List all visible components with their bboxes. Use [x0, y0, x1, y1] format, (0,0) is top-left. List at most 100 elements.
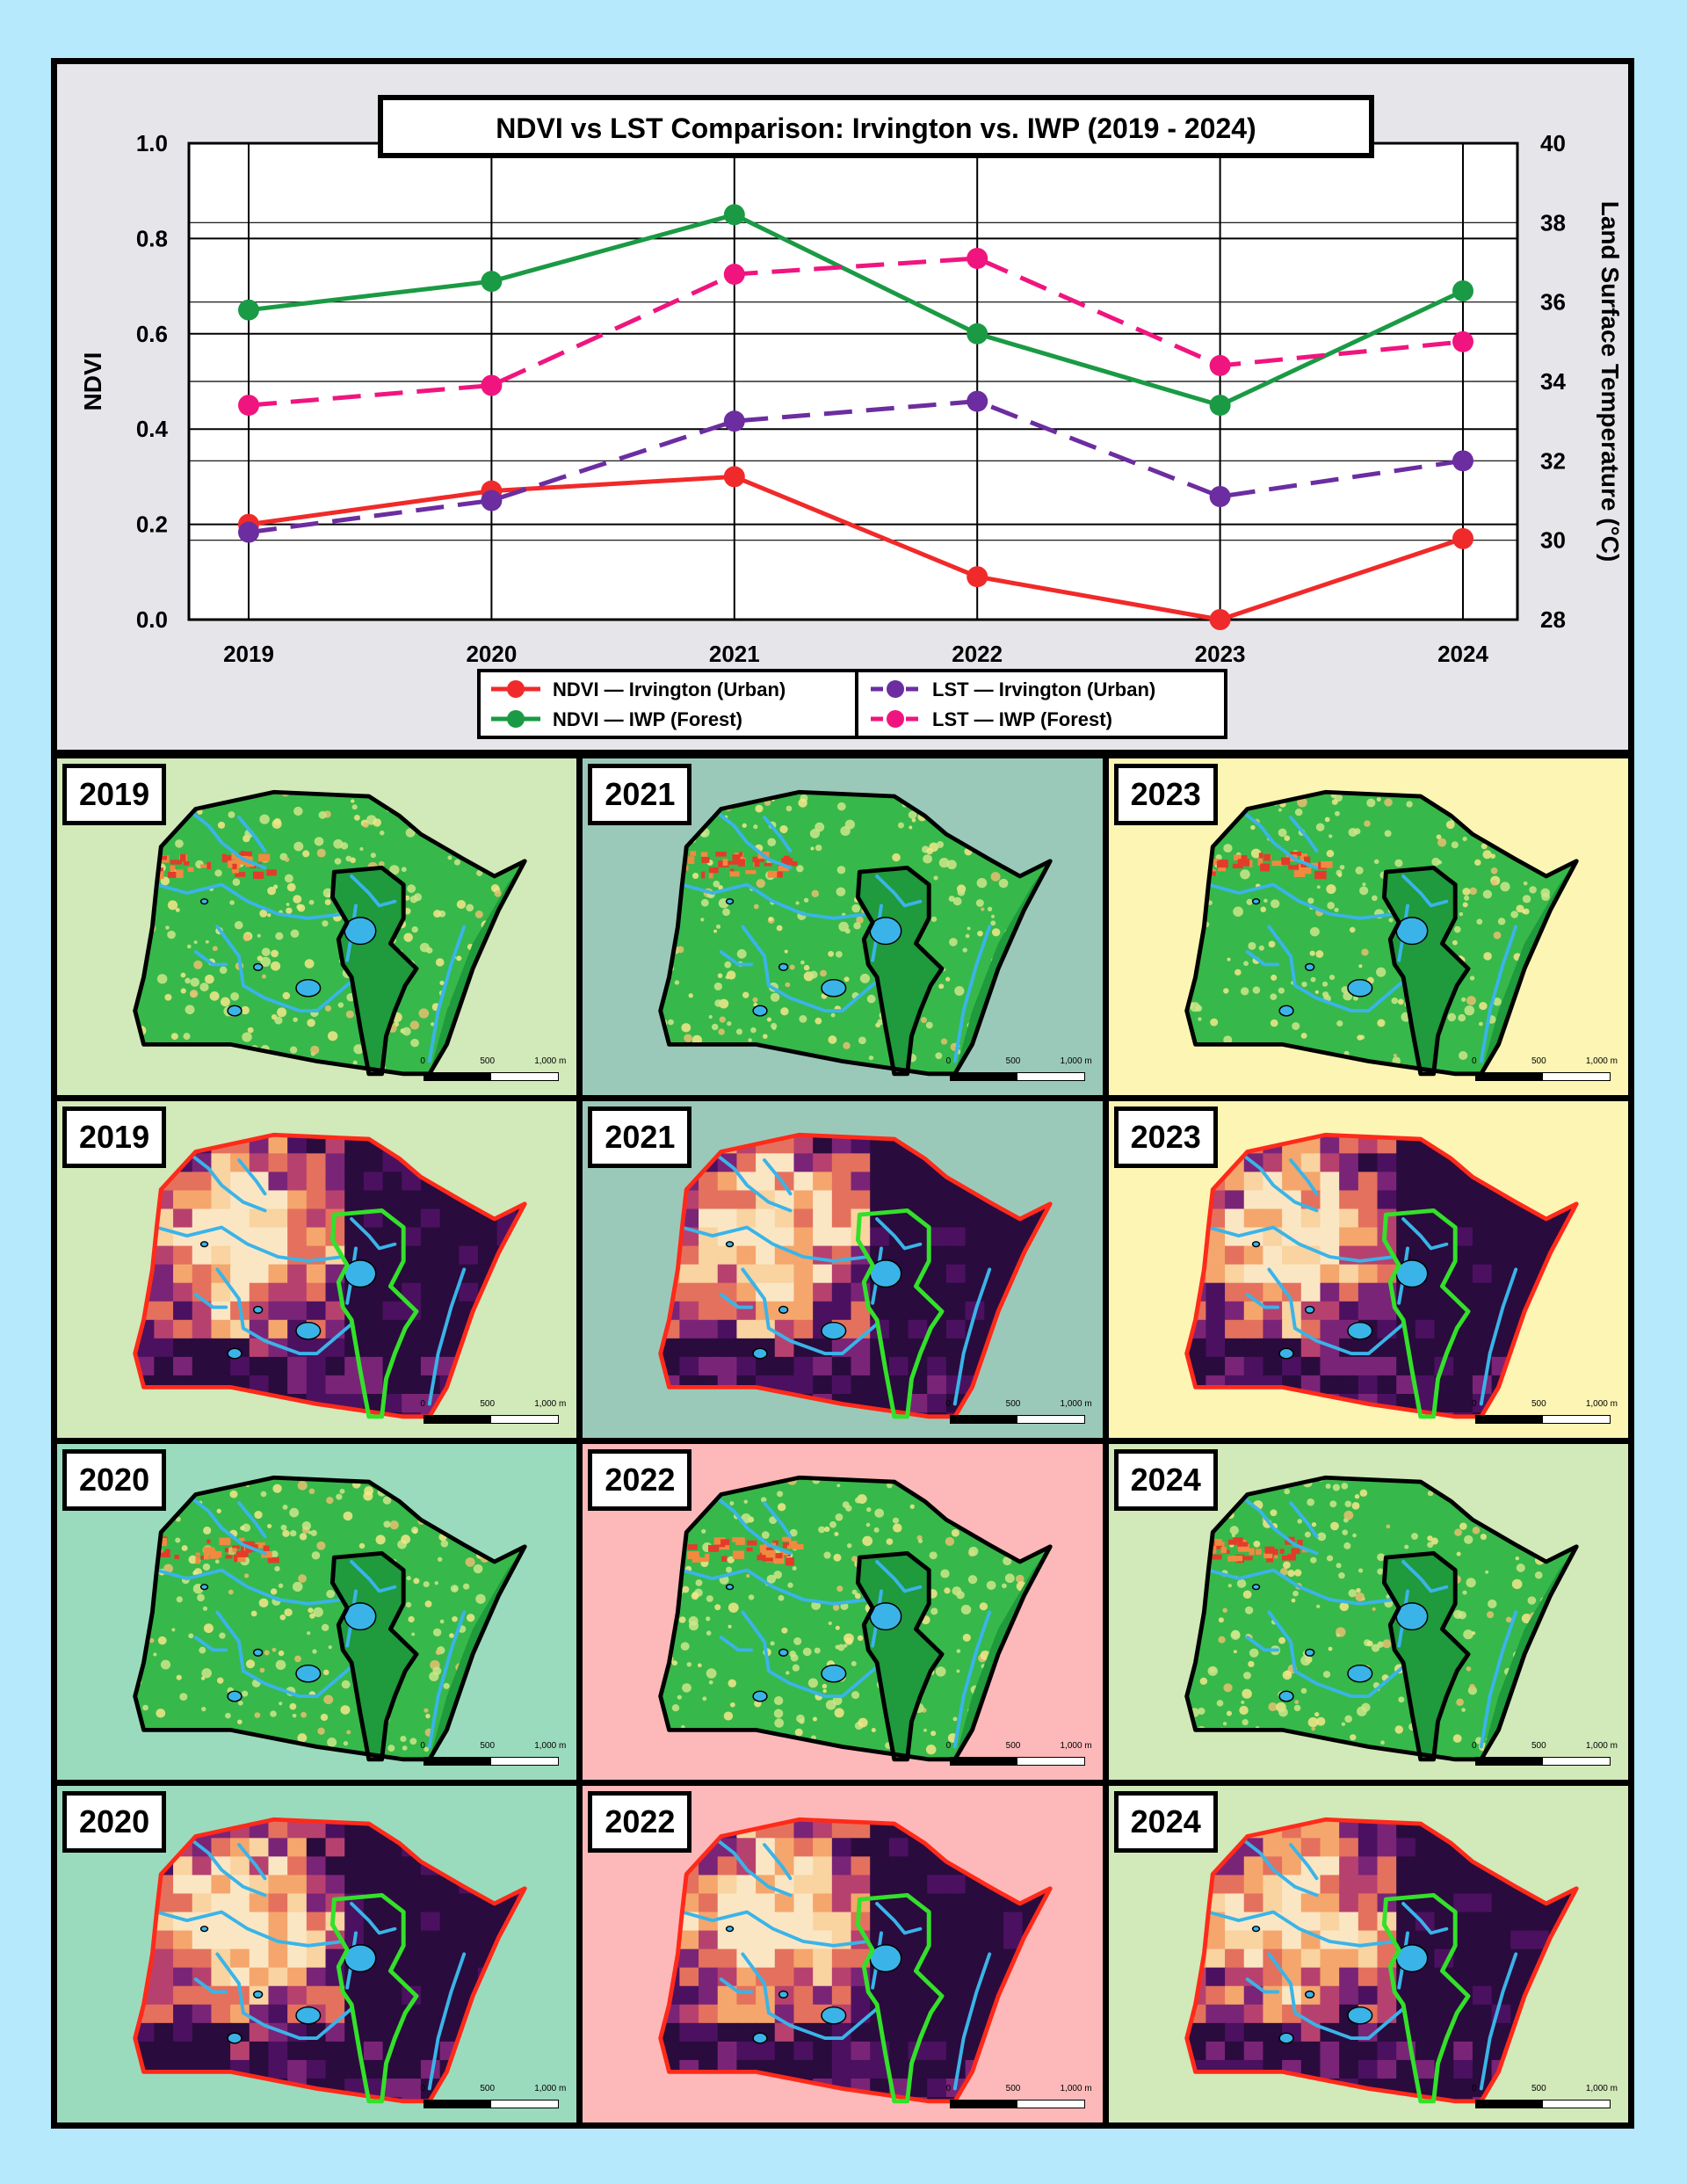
- ndvi-speckle: [1545, 1484, 1550, 1489]
- lst-cell: [496, 2042, 518, 2062]
- lst-cell: [1300, 1208, 1321, 1229]
- ndvi-urban-hotspot: [148, 853, 153, 860]
- lst-cell: [1529, 1190, 1550, 1210]
- map-year-label: 2019: [62, 1106, 167, 1168]
- lst-cell: [287, 1948, 308, 1969]
- ndvi-speckle: [470, 1493, 480, 1503]
- lst-cell: [496, 1838, 518, 1858]
- lst-cell: [1415, 1985, 1436, 2006]
- lst-cell: [736, 1985, 757, 2006]
- ndvi-urban-hotspot: [203, 1546, 215, 1554]
- lst-cell: [1243, 1875, 1264, 1895]
- ndvi-speckle: [952, 1716, 958, 1721]
- lst-cell: [851, 2060, 872, 2080]
- ndvi-speckle: [835, 1513, 844, 1521]
- lst-cell: [1263, 1930, 1283, 1950]
- ndvi-speckle: [748, 1038, 753, 1042]
- lst-cell: [793, 1264, 815, 1284]
- ndvi-speckle: [308, 899, 315, 905]
- lst-cell: [1395, 1838, 1416, 1858]
- lst-cell: [1206, 1338, 1226, 1358]
- lst-cell: [477, 2005, 498, 2025]
- ndvi-speckle: [148, 1585, 153, 1590]
- map-year-label: 2024: [1113, 1448, 1218, 1511]
- lst-cell: [793, 1190, 815, 1210]
- lst-cell: [516, 1819, 525, 1839]
- lake: [869, 1259, 902, 1288]
- lst-cell: [1415, 2023, 1436, 2043]
- ndvi-speckle: [142, 1704, 148, 1710]
- lst-cell: [268, 1375, 289, 1395]
- lst-cell: [459, 1356, 479, 1376]
- ndvi-speckle: [1537, 831, 1544, 838]
- ndvi-speckle: [1459, 1521, 1467, 1530]
- ndvi-speckle: [1527, 1595, 1536, 1605]
- ndvi-speckle: [1488, 831, 1499, 840]
- scale-label-mid: 500: [1531, 1056, 1546, 1066]
- ndvi-speckle: [984, 1503, 990, 1509]
- ndvi-speckle: [345, 855, 352, 862]
- legend-swatch-marker: [887, 710, 904, 728]
- y-tick-label: 0.4: [136, 416, 169, 442]
- ndvi-speckle: [714, 982, 723, 991]
- lst-cell: [984, 1819, 1005, 1839]
- scale-bar-graphic: [1474, 1071, 1611, 1081]
- scale-label-zero: 0: [945, 1056, 952, 1066]
- ndvi-speckle: [1351, 1501, 1360, 1510]
- ndvi-speckle: [1460, 997, 1466, 1002]
- ndvi-speckle: [1186, 891, 1194, 898]
- ndvi-speckle: [270, 1587, 278, 1595]
- ndvi-speckle: [791, 1653, 799, 1662]
- lst-cell: [306, 1356, 327, 1376]
- ndvi-speckle: [856, 916, 865, 924]
- river: [680, 882, 871, 920]
- forest-preserve-outline: [329, 1550, 419, 1761]
- ndvi-urban-hotspot: [789, 1540, 798, 1547]
- lst-cell: [889, 2042, 909, 2062]
- lst-cell: [1377, 1227, 1397, 1247]
- lst-cell: [1300, 1264, 1321, 1284]
- lst-cell: [1472, 1245, 1493, 1266]
- lst-cell: [211, 1338, 232, 1358]
- lst-cell: [1529, 2023, 1550, 2043]
- ndvi-speckle: [1227, 957, 1231, 961]
- lst-cell: [268, 1838, 289, 1858]
- lst-cell: [230, 1893, 250, 1913]
- scale-bar-graphic: [949, 1757, 1085, 1767]
- lst-cell: [793, 1985, 815, 2006]
- lst-cell: [306, 1411, 327, 1417]
- lst-cell: [946, 1338, 967, 1358]
- lst-cell: [813, 1875, 834, 1895]
- lst-cell: [1567, 1227, 1576, 1247]
- ndvi-speckle: [700, 918, 705, 922]
- ndvi-speckle: [174, 1048, 184, 1058]
- lst-cell: [249, 1264, 270, 1284]
- ndvi-speckle: [254, 1510, 263, 1519]
- ndvi-speckle: [1489, 853, 1495, 859]
- ndvi-speckle: [324, 1005, 332, 1012]
- lst-cell: [1224, 1135, 1245, 1155]
- ndvi-speckle: [706, 1629, 712, 1636]
- ndvi-urban-hotspot: [708, 1544, 720, 1552]
- lst-cell: [1041, 2005, 1051, 2025]
- lst-cell: [134, 1172, 156, 1192]
- ndvi-speckle: [1222, 1750, 1227, 1754]
- lst-cell: [756, 1948, 777, 1969]
- lst-cell: [477, 1819, 498, 1839]
- lst-cell: [718, 1319, 738, 1339]
- lst-cell: [1003, 1875, 1024, 1895]
- ndvi-speckle: [1453, 1527, 1462, 1536]
- lst-cell: [775, 2023, 795, 2043]
- ndvi-speckle: [1522, 908, 1530, 915]
- lst-cell: [459, 1208, 479, 1229]
- lst-cell: [984, 1912, 1005, 1932]
- ndvi-speckle: [241, 1005, 250, 1015]
- lst-cell: [192, 1301, 213, 1321]
- lst-cell: [793, 2060, 815, 2080]
- lst-cell: [889, 2060, 909, 2080]
- ndvi-speckle: [962, 947, 968, 953]
- lst-cell: [477, 1135, 498, 1155]
- river: [711, 1834, 793, 1897]
- ndvi-speckle: [181, 805, 190, 813]
- lst-cell: [420, 1190, 441, 1210]
